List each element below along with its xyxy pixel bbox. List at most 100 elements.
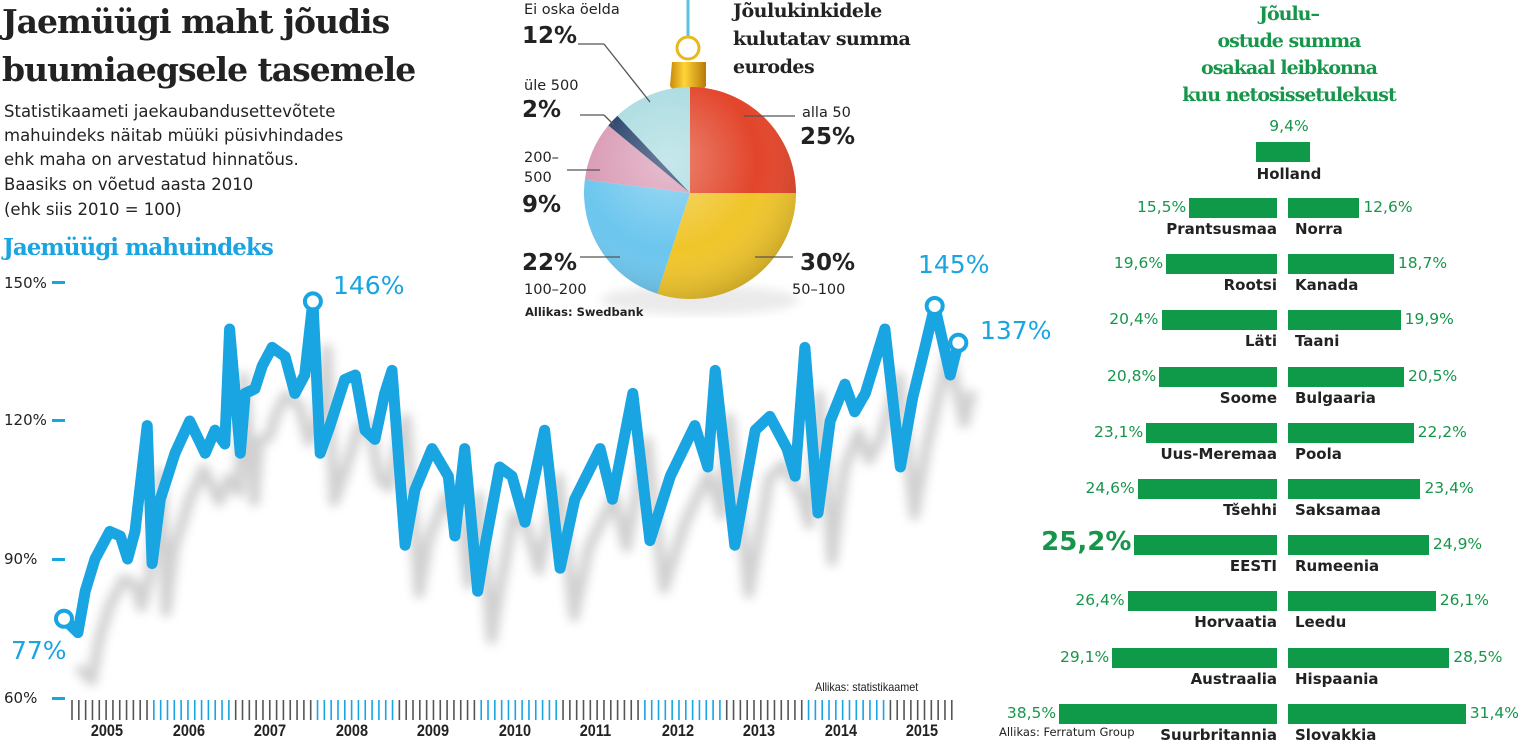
bar-left	[1159, 366, 1277, 387]
bar-label-left: Soome	[1219, 388, 1277, 407]
bar-value-right: 23,4%	[1424, 479, 1474, 497]
x-tick-label: 2006	[172, 721, 205, 740]
ornament-cap	[670, 62, 706, 94]
ornament-shine	[584, 87, 796, 299]
pie-value-200-500: 9%	[522, 192, 562, 218]
annotation-145: 145%	[918, 250, 990, 279]
bar-title-line: osakaal leibkonna	[1201, 57, 1378, 79]
bar-source: Allikas: Ferratum Group	[999, 725, 1135, 739]
intro-line: (ehk siis 2010 = 100)	[4, 200, 182, 219]
bar-label-right: Rumeenia	[1295, 557, 1380, 576]
bar-value-left: 26,4%	[1075, 591, 1125, 610]
bar-value-right: 24,9%	[1432, 535, 1483, 554]
intro-line: mahuindeks näitab müüki püsivhindades	[4, 126, 344, 145]
bar-label-right: Leedu	[1295, 613, 1347, 632]
bar-value-left: 20,8%	[1107, 366, 1157, 385]
bar-left	[1134, 535, 1277, 556]
bar-value-left: 25,2%	[1041, 527, 1132, 558]
bar-left	[1112, 647, 1277, 668]
bar-label-left: Tšehhi	[1223, 501, 1277, 519]
y-tick-label: 150%	[4, 274, 47, 292]
annotation-137: 137%	[980, 316, 1052, 345]
bar-value-holland: 9,4%	[1269, 117, 1309, 135]
bar-holland	[1256, 142, 1310, 162]
bar-label-left: Uus-Meremaa	[1160, 444, 1277, 463]
bar-right	[1288, 254, 1394, 275]
bar-value-right: 31,4%	[1469, 703, 1519, 722]
x-tick-label: 2011	[579, 721, 612, 740]
bar-left	[1127, 591, 1277, 612]
bar-value-right: 18,7%	[1397, 254, 1448, 273]
bar-left	[1146, 422, 1277, 443]
pie-source: Allikas: Swedbank	[525, 305, 644, 319]
bar-left	[1166, 254, 1277, 275]
pie-label-200-500: 500	[524, 170, 552, 186]
x-tick-label: 2007	[253, 721, 286, 740]
bar-label-left: Prantsusmaa	[1166, 220, 1277, 238]
annotation-marker	[54, 608, 74, 629]
intro-line: ehk maha on arvestatud hinnatõus.	[4, 150, 299, 169]
bar-value-left: 38,5%	[1006, 703, 1057, 722]
bar-left	[1189, 198, 1277, 218]
pie-label-over500: üle 500	[524, 78, 579, 94]
bar-label-left: Läti	[1245, 332, 1277, 351]
bar-label-left: Rootsi	[1223, 276, 1277, 295]
ornament-ring	[675, 35, 701, 61]
x-tick-label: 2010	[498, 721, 531, 740]
leader-lines	[567, 43, 795, 258]
bar-title-line: ostude summa	[1217, 30, 1362, 52]
bar-title-line: kuu netosissetulekust	[1182, 84, 1397, 106]
bar-left	[1059, 703, 1277, 724]
pie-value-50-100: 30%	[800, 250, 856, 276]
x-axis-ticks	[71, 700, 953, 720]
pie-value-100-200: 22%	[522, 250, 578, 276]
x-tick-label: 2013	[742, 721, 775, 740]
pie-value-over500: 2%	[522, 97, 562, 123]
y-tick-mark	[52, 419, 65, 422]
x-tick-label: 2005	[90, 721, 123, 740]
bar-label-holland: Holland	[1256, 165, 1322, 183]
bar-right	[1288, 198, 1360, 218]
x-tick-label: 2008	[335, 721, 368, 740]
bar-value-right: 26,1%	[1439, 591, 1489, 610]
bar-right	[1288, 647, 1450, 668]
pie-label-under50: alla 50	[802, 105, 851, 121]
bar-value-right: 19,9%	[1404, 310, 1454, 329]
line-chart-source: Allikas: statistikaamet	[815, 680, 919, 694]
pie-label-unknown: Ei oska öelda	[524, 2, 620, 18]
y-tick-label: 120%	[4, 411, 47, 429]
y-tick-mark	[52, 697, 65, 700]
ornament-shadow	[600, 285, 800, 315]
bar-label-left: Austraalia	[1190, 669, 1277, 688]
bar-label-left: Horvaatia	[1194, 613, 1277, 632]
y-tick-mark	[52, 281, 65, 284]
pie-label-50-100: 50–100	[792, 282, 846, 298]
bar-label-right: Kanada	[1295, 276, 1359, 295]
bar-right	[1288, 422, 1414, 443]
bar-label-right: Slovakkia	[1295, 725, 1377, 744]
bar-left	[1137, 479, 1277, 499]
bar-label-right: Hispaania	[1295, 669, 1379, 688]
pie-title-line: Jõulukinkidele	[733, 0, 882, 22]
x-tick-label: 2012	[661, 721, 694, 740]
bar-value-left: 19,6%	[1113, 254, 1164, 273]
bar-right	[1288, 310, 1401, 331]
bar-label-right: Poola	[1295, 444, 1342, 463]
bar-value-left: 23,1%	[1094, 422, 1144, 441]
pie-value-under50: 25%	[800, 124, 856, 150]
x-tick-label: 2014	[824, 721, 857, 740]
bar-value-left: 24,6%	[1085, 479, 1135, 497]
bar-value-right: 12,6%	[1363, 198, 1413, 216]
bar-label-right: Bulgaaria	[1295, 388, 1376, 407]
annotation-marker	[924, 296, 945, 316]
series-line	[58, 295, 964, 639]
bar-left	[1161, 310, 1277, 331]
bar-right	[1288, 479, 1421, 499]
bar-right	[1288, 591, 1436, 612]
pie-label-200-500: 200–	[524, 150, 559, 166]
bar-value-left: 29,1%	[1060, 647, 1110, 666]
bar-right	[1288, 366, 1405, 387]
y-tick-label: 90%	[4, 550, 38, 568]
bar-value-right: 20,5%	[1408, 366, 1458, 385]
